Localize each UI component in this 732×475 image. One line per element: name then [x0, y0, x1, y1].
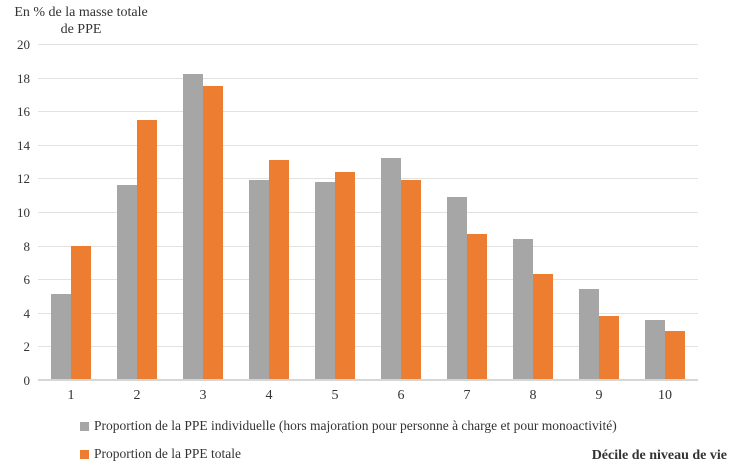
bar-ppe-individuelle [579, 289, 599, 380]
gridline [38, 77, 698, 79]
y-tick-label: 0 [23, 373, 31, 388]
gridline [38, 312, 698, 314]
bar-ppe-totale [203, 86, 223, 380]
y-tick-label: 16 [17, 104, 30, 120]
legend-label-ppe-totale: Proportion de la PPE totale [94, 446, 241, 461]
x-tick-label: 3 [199, 388, 207, 403]
bar-groups [38, 44, 698, 380]
plot-area [38, 44, 698, 381]
gridline [38, 144, 698, 146]
bar-ppe-totale [137, 119, 157, 380]
x-axis-line [38, 379, 698, 381]
bar-ppe-individuelle [51, 294, 71, 380]
y-tick-label: 8 [23, 238, 31, 254]
bar-ppe-totale [335, 171, 355, 380]
legend-label-ppe-individuelle: Proportion de la PPE individuelle (hors … [94, 418, 617, 433]
y-axis-title-line1: En % de la masse totale [14, 5, 148, 20]
legend-item-ppe-individuelle: Proportion de la PPE individuelle (hors … [80, 418, 617, 434]
bar-ppe-individuelle [117, 185, 137, 380]
bar-group-decile-6 [368, 44, 434, 380]
bar-ppe-totale [467, 233, 487, 380]
y-axis-title-line2: de PPE [60, 22, 102, 37]
bar-ppe-totale [533, 274, 553, 380]
bar-ppe-individuelle [249, 180, 269, 380]
bar-ppe-totale [665, 331, 685, 380]
y-axis-title: En % de la masse totale de PPE [2, 4, 160, 38]
bar-group-decile-3 [170, 44, 236, 380]
bar-ppe-individuelle [645, 319, 665, 380]
gridline [38, 346, 698, 348]
bar-group-decile-2 [104, 44, 170, 380]
x-tick-label: 7 [463, 388, 471, 403]
gridline [38, 212, 698, 213]
bar-group-decile-5 [302, 44, 368, 380]
x-tick-label: 8 [529, 388, 537, 403]
y-tick-label: 4 [23, 305, 31, 321]
bar-group-decile-1 [38, 44, 104, 380]
legend-swatch-orange [80, 449, 89, 459]
bar-ppe-totale [71, 245, 91, 380]
bar-ppe-totale [401, 180, 421, 380]
bar-ppe-individuelle [381, 158, 401, 380]
y-tick-label: 10 [17, 205, 30, 220]
bar-ppe-individuelle [513, 238, 533, 380]
bar-ppe-individuelle [447, 196, 467, 380]
x-tick-label: 5 [331, 388, 339, 403]
bar-ppe-individuelle [315, 181, 335, 380]
y-tick-label: 12 [17, 171, 30, 187]
legend-item-ppe-totale: Proportion de la PPE totale [80, 446, 241, 462]
bar-ppe-totale [269, 159, 289, 380]
legend-swatch-gray [80, 421, 89, 431]
bar-ppe-individuelle [183, 74, 203, 380]
y-tick-label: 18 [17, 70, 30, 86]
y-tick-label: 14 [17, 137, 30, 153]
x-axis-title: Décile de niveau de vie [591, 448, 727, 463]
bar-group-decile-7 [434, 44, 500, 380]
x-tick-label: 6 [397, 388, 405, 403]
x-tick-label: 1 [67, 388, 75, 403]
x-tick-label: 10 [658, 388, 672, 403]
x-tick-label: 9 [595, 388, 603, 403]
gridline [38, 44, 698, 45]
bar-group-decile-10 [632, 44, 698, 380]
y-tick-label: 2 [23, 339, 31, 355]
bar-group-decile-9 [566, 44, 632, 380]
gridline [38, 279, 698, 281]
bar-ppe-totale [599, 316, 619, 380]
y-tick-label: 6 [23, 272, 31, 288]
bar-group-decile-8 [500, 44, 566, 380]
gridline [38, 178, 698, 180]
gridline [38, 111, 698, 113]
gridline [38, 245, 698, 247]
x-tick-label: 4 [265, 388, 273, 403]
x-tick-label: 2 [133, 388, 141, 403]
bar-group-decile-4 [236, 44, 302, 380]
y-tick-label: 20 [17, 37, 30, 52]
